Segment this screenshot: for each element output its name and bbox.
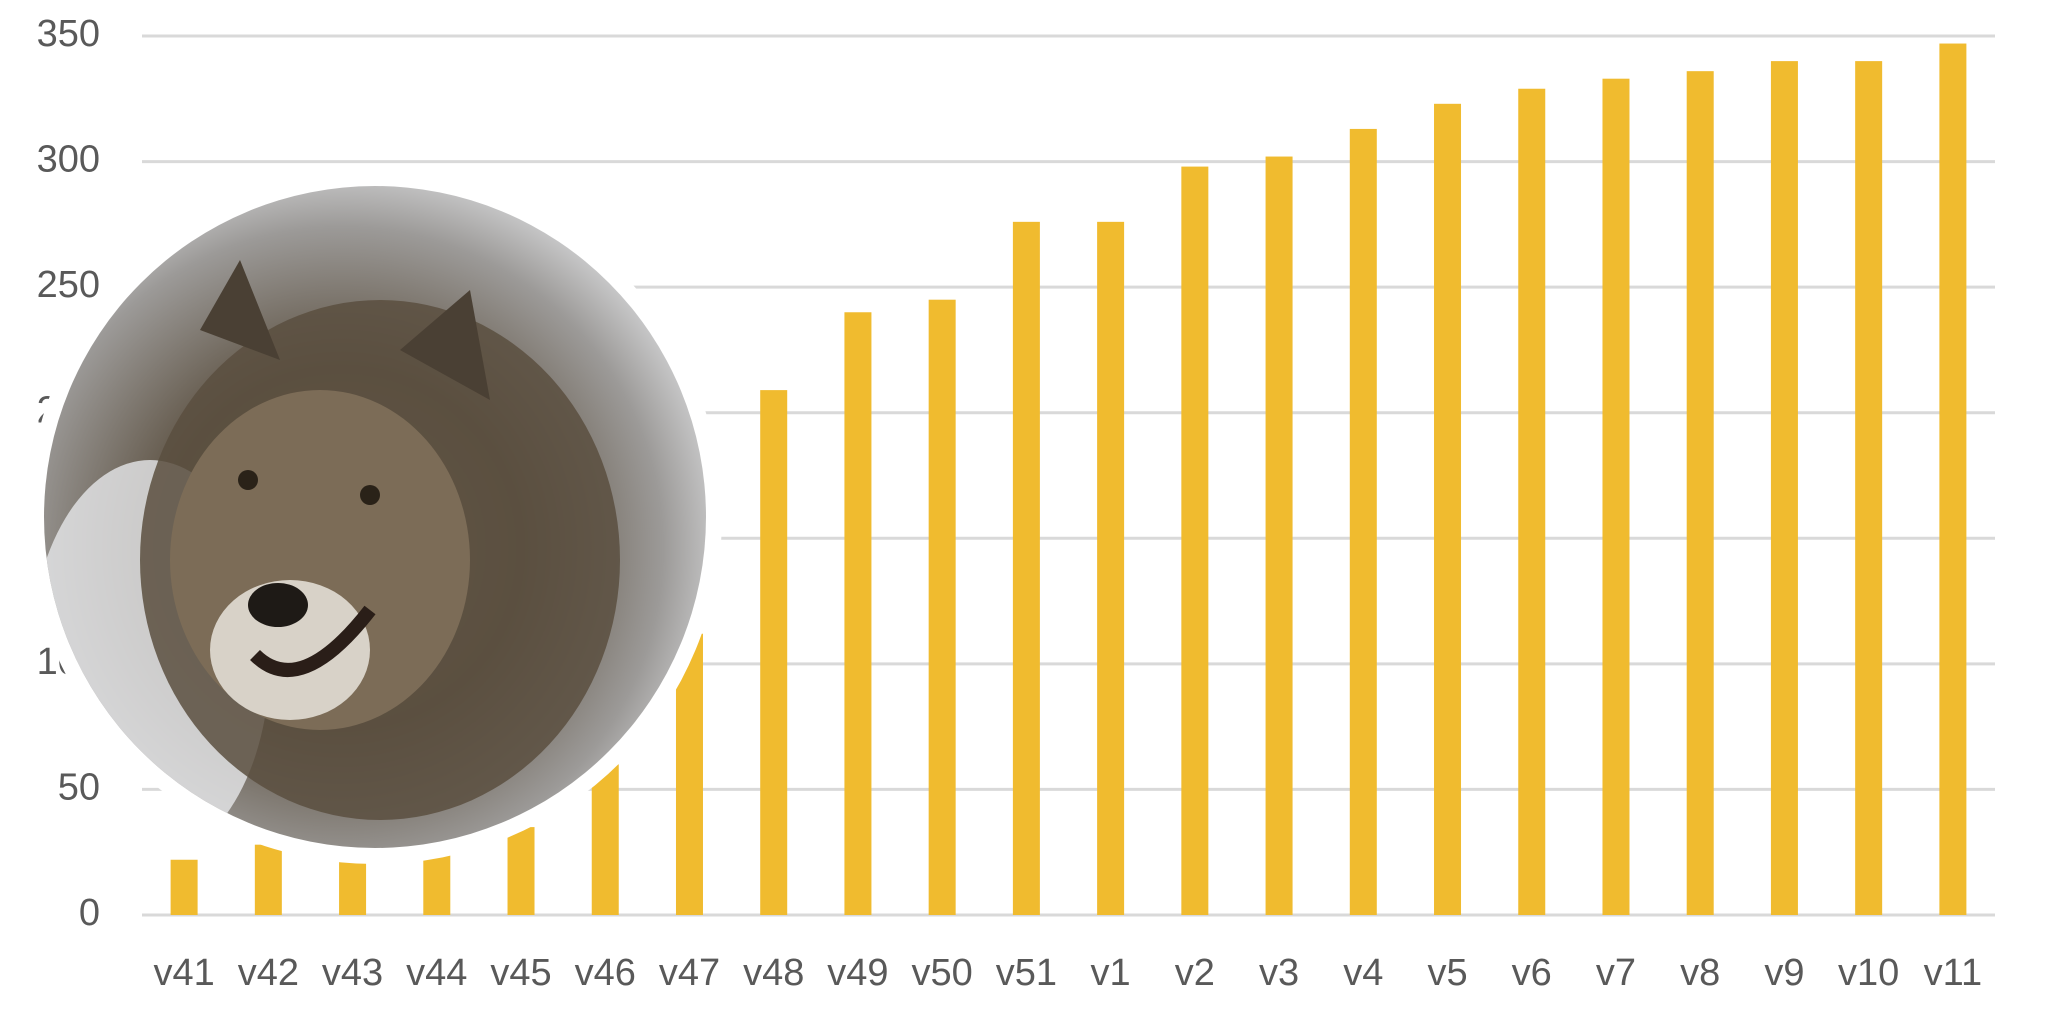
- bar: [1518, 88, 1546, 916]
- x-tick-label: v10: [1838, 952, 1899, 994]
- plot-area: 050100150200250300350v41v42v43v44v45v46v…: [37, 13, 1995, 994]
- x-tick-label: v4: [1343, 952, 1383, 994]
- bar: [1265, 156, 1293, 915]
- x-tick-label: v5: [1427, 952, 1467, 994]
- bar: [1434, 103, 1462, 915]
- y-tick-label: 250: [37, 264, 100, 306]
- y-tick-label: 0: [79, 892, 100, 934]
- wolf-mouth: [250, 605, 376, 677]
- wolf-ear: [400, 290, 490, 400]
- wolf-muzzle: [210, 580, 370, 720]
- wolf-ear: [200, 260, 280, 360]
- bar: [1012, 221, 1040, 916]
- bar: [844, 312, 872, 915]
- bar: [1097, 221, 1125, 916]
- x-tick-label: v2: [1175, 952, 1215, 994]
- wolf-photo: [28, 170, 722, 864]
- x-tick-label: v51: [996, 952, 1057, 994]
- x-tick-label: v3: [1259, 952, 1299, 994]
- x-tick-label: v9: [1764, 952, 1804, 994]
- bar: [254, 844, 282, 915]
- y-tick-label: 350: [37, 13, 100, 55]
- wolf-nose: [248, 583, 308, 627]
- bar: [1855, 61, 1883, 916]
- x-tick-label: v48: [743, 952, 804, 994]
- x-tick-label: v44: [406, 952, 467, 994]
- bar: [1181, 166, 1209, 915]
- x-tick-label: v50: [912, 952, 973, 994]
- x-tick-label: v41: [153, 952, 214, 994]
- bar: [1770, 61, 1798, 916]
- y-tick-label: 50: [58, 766, 100, 808]
- x-tick-label: v42: [238, 952, 299, 994]
- x-tick-label: v1: [1091, 952, 1131, 994]
- bar: [1686, 71, 1714, 915]
- x-tick-label: v11: [1924, 952, 1982, 994]
- x-tick-label: v47: [659, 952, 720, 994]
- wolf-eye: [360, 485, 380, 505]
- bar: [591, 764, 619, 915]
- x-tick-label: v43: [322, 952, 383, 994]
- bar: [507, 827, 535, 915]
- bar: [1939, 43, 1967, 915]
- x-tick-label: v7: [1596, 952, 1636, 994]
- bar: [1349, 128, 1377, 915]
- y-tick-label: 300: [37, 139, 100, 181]
- bar: [170, 859, 198, 915]
- x-tick-label: v49: [827, 952, 888, 994]
- x-tick-label: v6: [1512, 952, 1552, 994]
- wolf-eye: [238, 470, 258, 490]
- x-tick-label: v8: [1680, 952, 1720, 994]
- bar: [928, 299, 956, 915]
- bar: [760, 390, 788, 915]
- bar: [1602, 78, 1630, 916]
- x-tick-label: v45: [490, 952, 551, 994]
- x-tick-label: v46: [575, 952, 636, 994]
